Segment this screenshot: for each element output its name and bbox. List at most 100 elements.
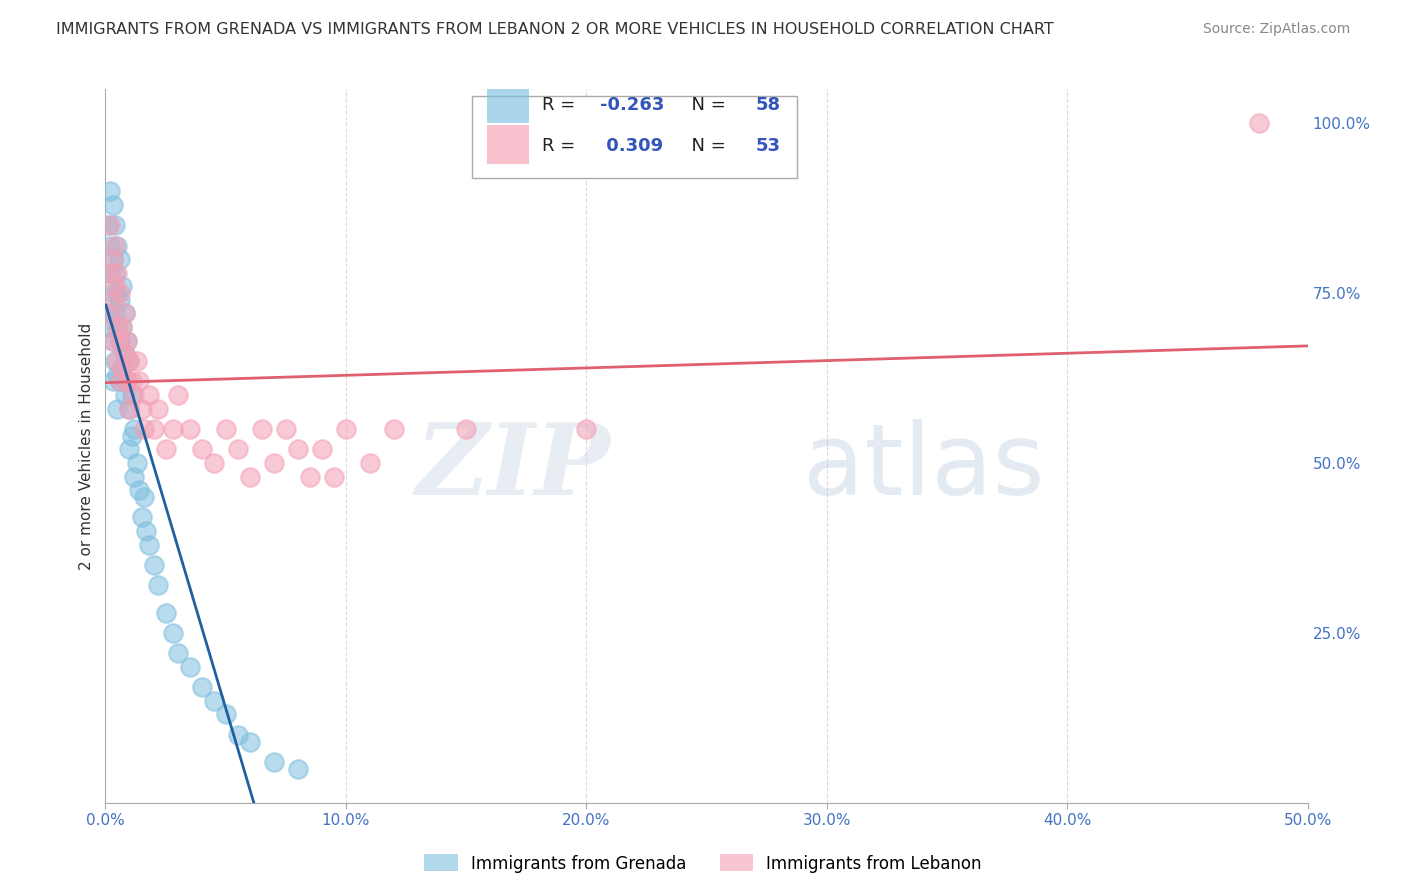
- Point: [575, 422, 598, 436]
- Point: [179, 660, 201, 674]
- Point: [124, 422, 146, 436]
- Text: ZIP: ZIP: [415, 419, 610, 516]
- Point: [104, 266, 127, 280]
- Text: N =: N =: [681, 96, 731, 114]
- Bar: [486, 84, 529, 123]
- Point: [128, 375, 150, 389]
- Legend: Immigrants from Grenada, Immigrants from Lebanon: Immigrants from Grenada, Immigrants from…: [418, 847, 988, 880]
- Text: 0.309: 0.309: [599, 137, 662, 155]
- Point: [118, 354, 141, 368]
- Text: atlas: atlas: [803, 419, 1045, 516]
- Point: [104, 279, 127, 293]
- Point: [226, 728, 249, 742]
- Point: [101, 334, 124, 348]
- Point: [98, 184, 121, 198]
- Point: [124, 388, 146, 402]
- Point: [311, 442, 333, 457]
- Point: [148, 578, 170, 592]
- Point: [132, 490, 155, 504]
- Point: [138, 537, 160, 551]
- Point: [98, 266, 121, 280]
- Point: [107, 354, 129, 368]
- Point: [111, 320, 134, 334]
- Point: [118, 401, 141, 416]
- Point: [287, 442, 309, 457]
- Point: [162, 626, 184, 640]
- Text: N =: N =: [681, 137, 731, 155]
- Point: [298, 469, 321, 483]
- Text: 53: 53: [756, 137, 780, 155]
- Point: [202, 694, 225, 708]
- Point: [335, 422, 357, 436]
- Point: [131, 401, 153, 416]
- Point: [359, 456, 381, 470]
- Point: [190, 680, 212, 694]
- Point: [107, 401, 129, 416]
- Point: [263, 456, 285, 470]
- Point: [202, 456, 225, 470]
- Point: [190, 442, 212, 457]
- Point: [115, 334, 138, 348]
- Point: [114, 347, 136, 361]
- Point: [108, 334, 131, 348]
- Point: [104, 306, 127, 320]
- Point: [111, 360, 134, 375]
- Point: [97, 306, 120, 320]
- Point: [98, 320, 121, 334]
- Point: [101, 334, 124, 348]
- Point: [108, 293, 131, 307]
- Point: [107, 320, 129, 334]
- Bar: [486, 125, 529, 164]
- Point: [131, 510, 153, 524]
- Point: [107, 238, 129, 252]
- Point: [263, 755, 285, 769]
- Point: [142, 422, 165, 436]
- Point: [108, 252, 131, 266]
- Point: [155, 442, 177, 457]
- Point: [101, 252, 124, 266]
- Point: [250, 422, 273, 436]
- Point: [128, 483, 150, 498]
- Point: [107, 286, 129, 301]
- Point: [101, 252, 124, 266]
- Point: [138, 388, 160, 402]
- Point: [101, 375, 124, 389]
- Point: [114, 306, 136, 320]
- Point: [107, 320, 129, 334]
- Point: [107, 368, 129, 382]
- Point: [214, 707, 236, 722]
- Point: [104, 354, 127, 368]
- Point: [124, 469, 146, 483]
- Point: [97, 306, 120, 320]
- Point: [108, 375, 131, 389]
- Text: R =: R =: [541, 96, 581, 114]
- Point: [107, 266, 129, 280]
- Point: [1249, 116, 1271, 130]
- Point: [104, 238, 127, 252]
- Point: [454, 422, 477, 436]
- Point: [118, 354, 141, 368]
- Point: [98, 218, 121, 232]
- Point: [115, 375, 138, 389]
- Point: [114, 306, 136, 320]
- Point: [101, 293, 124, 307]
- Point: [142, 558, 165, 572]
- Point: [322, 469, 344, 483]
- Point: [214, 422, 236, 436]
- Point: [118, 442, 141, 457]
- Point: [155, 606, 177, 620]
- Point: [287, 762, 309, 776]
- Point: [111, 360, 134, 375]
- Point: [108, 286, 131, 301]
- Point: [135, 524, 157, 538]
- Point: [382, 422, 405, 436]
- Y-axis label: 2 or more Vehicles in Household: 2 or more Vehicles in Household: [79, 322, 94, 570]
- Point: [226, 442, 249, 457]
- Point: [98, 266, 121, 280]
- Point: [108, 375, 131, 389]
- Point: [115, 375, 138, 389]
- Point: [104, 218, 127, 232]
- Point: [101, 286, 124, 301]
- FancyBboxPatch shape: [472, 96, 797, 178]
- Point: [108, 334, 131, 348]
